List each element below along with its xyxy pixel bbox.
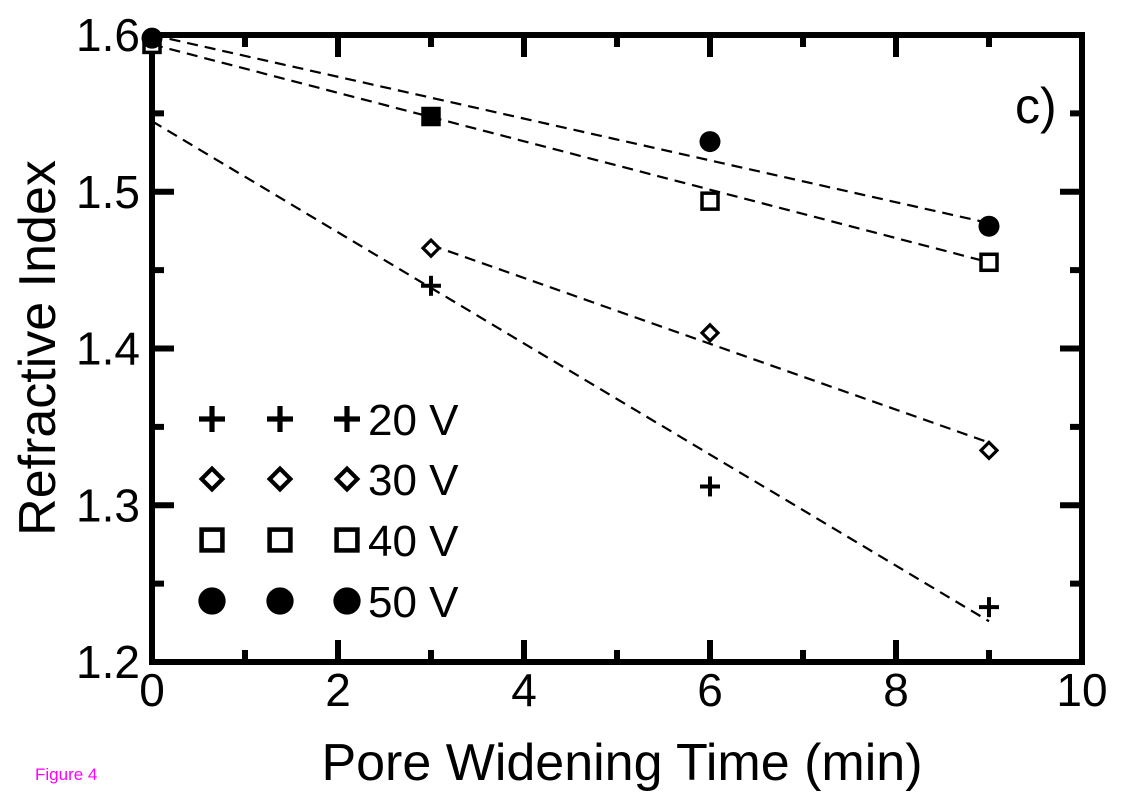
fit-line — [151, 43, 990, 264]
plot-frame — [149, 32, 1085, 665]
plus-marker — [199, 406, 225, 432]
x-axis-title: Pore Widening Time (min) — [321, 734, 922, 792]
panel-label: c) — [1015, 78, 1057, 134]
diamond-marker — [978, 440, 1000, 461]
square-marker-fill — [423, 108, 439, 125]
plus-marker — [334, 406, 360, 432]
square-marker — [334, 527, 360, 553]
diamond-marker — [198, 465, 226, 493]
diamond-marker — [266, 465, 294, 493]
plus-marker — [979, 597, 999, 618]
square-marker — [979, 252, 999, 273]
circle-marker — [333, 587, 361, 615]
square-marker — [267, 527, 293, 553]
legend-item: 50 V — [198, 578, 459, 627]
legend-label: 20 V — [368, 396, 459, 445]
legend-item: 20 V — [199, 396, 459, 445]
square-marker — [700, 191, 720, 211]
x-tick-label: 2 — [325, 664, 351, 716]
plot-border — [149, 32, 1085, 665]
legend-item: 40 V — [199, 517, 459, 566]
diamond-marker — [333, 465, 361, 493]
legend-label: 30 V — [368, 456, 459, 505]
plus-marker — [421, 275, 441, 296]
circle-marker — [978, 215, 1000, 237]
circle-marker — [198, 587, 226, 615]
legend: 20 V 30 V 40 V 50 V — [198, 396, 459, 627]
y-tick-label: 1.4 — [76, 323, 140, 375]
legend-label: 40 V — [368, 517, 459, 566]
axis-tick-labels: 0 2 4 6 8 10 1.2 1.3 1.4 1.5 1.6 — [76, 9, 1108, 716]
x-tick-label: 6 — [697, 664, 723, 716]
plus-marker — [700, 476, 720, 497]
plus-marker — [267, 406, 293, 432]
circle-marker — [699, 131, 721, 153]
x-tick-label: 4 — [511, 664, 537, 716]
figure-caption: Figure 4 — [35, 765, 98, 784]
y-tick-label: 1.3 — [76, 479, 140, 531]
diamond-marker — [699, 322, 721, 344]
x-tick-label: 10 — [1056, 664, 1107, 716]
x-tick-label: 8 — [883, 664, 909, 716]
y-tick-label: 1.5 — [76, 166, 140, 218]
fit-lines — [151, 33, 990, 623]
fit-line — [151, 120, 990, 623]
y-tick-label: 1.6 — [76, 9, 140, 61]
x-tick-label: 0 — [139, 664, 165, 716]
y-tick-label: 1.2 — [76, 636, 140, 688]
legend-item: 30 V — [198, 456, 459, 505]
circle-marker — [141, 27, 163, 49]
square-marker — [199, 527, 225, 553]
fit-line — [430, 244, 990, 444]
y-axis-title: Refractive Index — [9, 160, 67, 536]
diamond-marker — [420, 237, 442, 259]
legend-label: 50 V — [368, 578, 459, 627]
data-points — [141, 27, 1000, 618]
fit-line — [151, 33, 990, 225]
circle-marker — [266, 587, 294, 615]
axis-ticks — [149, 32, 1085, 665]
